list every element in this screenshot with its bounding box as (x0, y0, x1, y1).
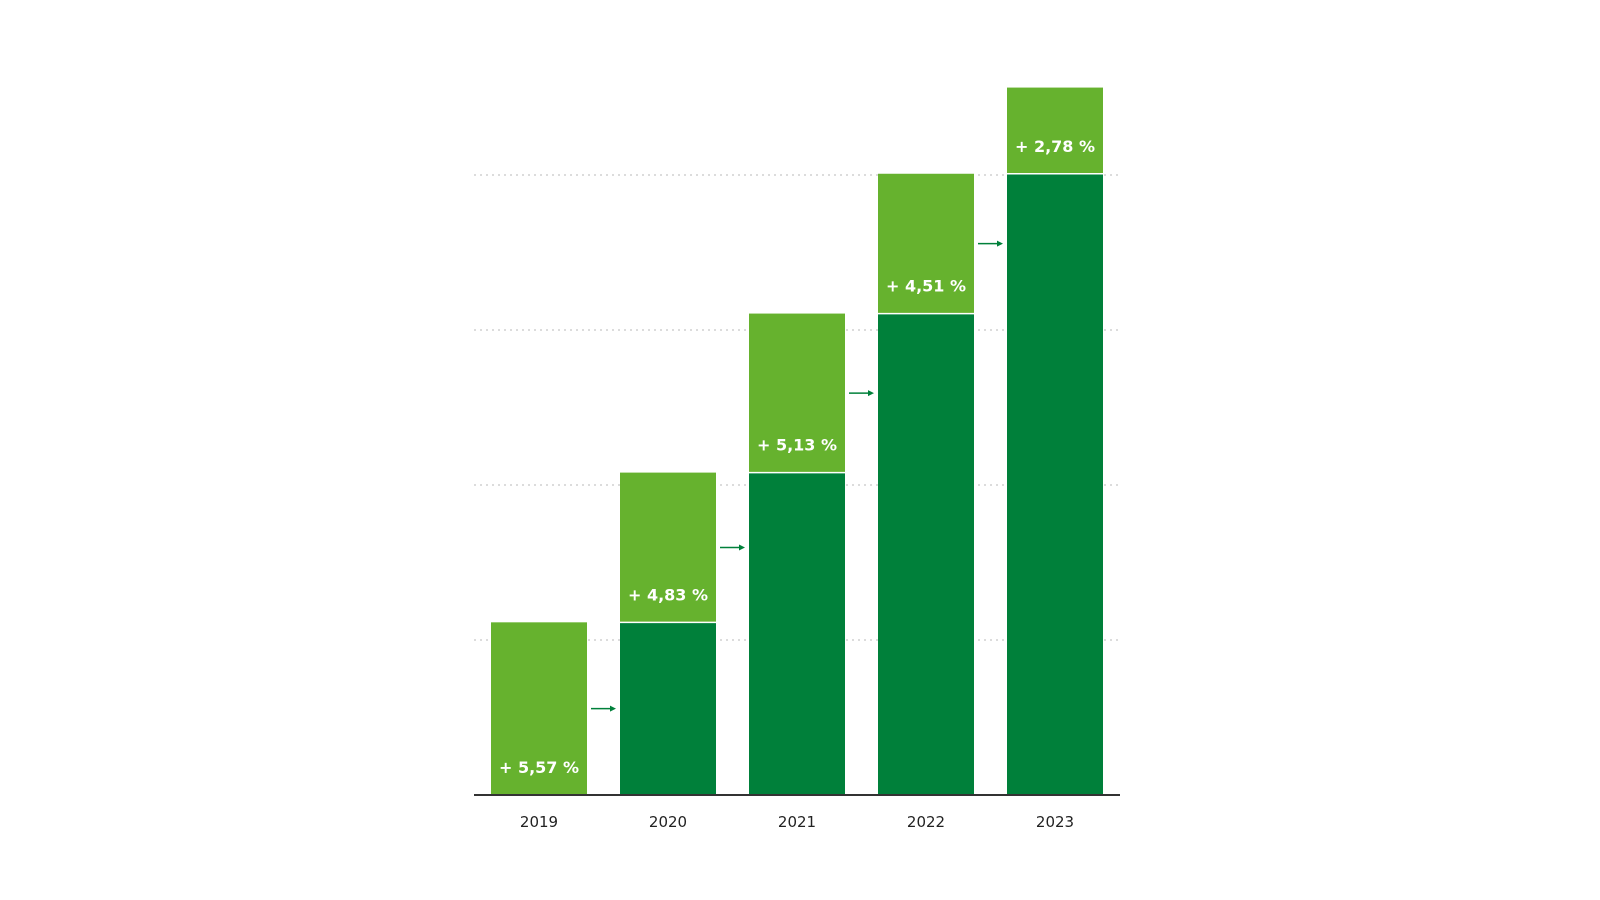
x-tick-label: 2022 (907, 813, 945, 831)
connector-arrow (720, 544, 745, 551)
connector-arrow (591, 705, 616, 712)
bar-base-segment (1007, 173, 1103, 795)
bar-value-label: + 5,13 % (757, 436, 837, 455)
connector-arrows (591, 240, 1003, 712)
bar-value-label: + 4,51 % (886, 277, 966, 296)
bar-increase-segment (620, 472, 716, 623)
x-axis: 2019 2020 2021 2022 2023 (474, 794, 1120, 831)
bar-increase-segment (749, 313, 845, 473)
bar-value-label: + 5,57 % (499, 758, 579, 777)
bar-value-label: + 4,83 % (628, 585, 708, 604)
connector-arrow (978, 240, 1003, 247)
bar-increase-segment (878, 173, 974, 314)
bar-base-segment (878, 313, 974, 795)
data-labels: + 5,57 % + 4,83 % + 5,13 % + 4,51 % + 2,78 % (499, 137, 1095, 777)
x-tick-label: 2019 (520, 813, 558, 831)
x-tick-label: 2020 (649, 813, 687, 831)
bar-increase-segment (1007, 87, 1103, 174)
x-tick-label: 2021 (778, 813, 816, 831)
bar-base-segment (620, 622, 716, 795)
bar-value-label: + 2,78 % (1015, 137, 1095, 156)
x-tick-label: 2023 (1036, 813, 1074, 831)
bar-base-segment (749, 472, 845, 795)
bars (491, 87, 1103, 795)
connector-arrow (849, 390, 874, 397)
bar-increase-segment (491, 622, 587, 795)
